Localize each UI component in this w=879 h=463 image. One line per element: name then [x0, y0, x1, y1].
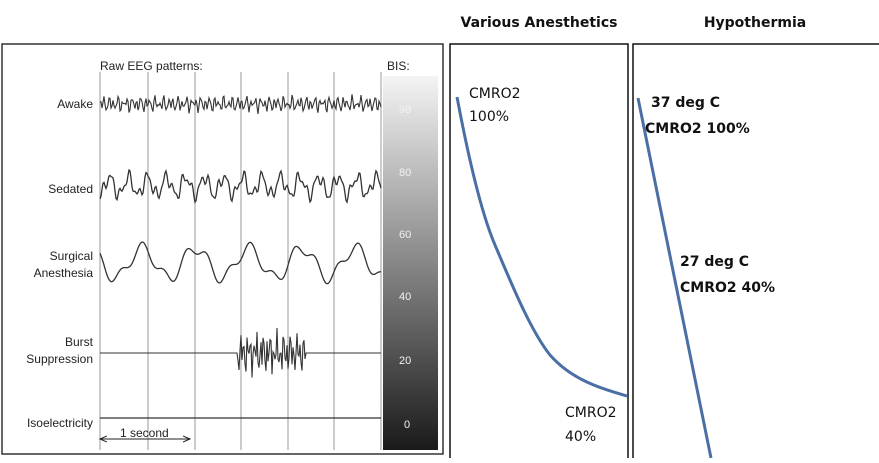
eeg-panel-frame [1, 43, 444, 455]
bis-header: BIS: [387, 59, 410, 73]
eeg-header: Raw EEG patterns: [100, 59, 203, 73]
hypothermia-mid-line1: 27 deg C [680, 254, 749, 270]
hypothermia-panel: Hypothermia 37 deg C CMRO2 100% 27 deg C… [632, 15, 879, 460]
hypothermia-mid-line2: CMRO2 40% [680, 280, 775, 296]
bis-tick-80: 80 [399, 167, 411, 179]
hypothermia-cmro2-line [636, 97, 713, 459]
bis-tick-98: 98 [399, 104, 411, 116]
eeg-trace-awake [99, 94, 382, 114]
anesthetics-title: Various Anesthetics [461, 15, 618, 31]
eeg-trace-sedated [99, 168, 382, 204]
row-label-awake: Awake [57, 97, 93, 111]
eeg-trace-surgical [99, 241, 382, 285]
bis-tick-20: 20 [399, 355, 411, 367]
hypothermia-start-line2: CMRO2 100% [645, 121, 750, 137]
one-second-scale-label: 1 second [120, 426, 169, 440]
bis-tick-40: 40 [399, 291, 411, 303]
row-label-surgical-2: Anesthesia [34, 266, 94, 280]
hypothermia-panel-frame [632, 43, 879, 460]
hypothermia-title: Hypothermia [704, 15, 806, 31]
bis-tick-0: 0 [404, 419, 410, 431]
anesthetics-panel: Various Anesthetics CMRO2 100% CMRO2 40% [449, 15, 629, 463]
row-label-burst-2: Suppression [26, 352, 93, 366]
row-label-sedated: Sedated [48, 182, 93, 196]
bis-gradient-bar [383, 76, 438, 450]
row-label-surgical-1: Surgical [50, 249, 93, 263]
anesthetics-end-line2: 40% [565, 429, 596, 445]
row-label-isoelectric: Isoelectricity [27, 416, 93, 430]
eeg-time-gridlines [99, 72, 382, 450]
anesthetics-start-line1: CMRO2 [469, 86, 521, 102]
eeg-panel: Raw EEG patterns: BIS: Awake Sedated Sur… [1, 43, 444, 455]
anesthetics-end-line1: CMRO2 [565, 405, 617, 421]
anesthetics-cmro2-curve [455, 96, 628, 398]
anesthetics-start-line2: 100% [469, 109, 509, 125]
row-label-burst-1: Burst [65, 335, 94, 349]
eeg-trace-burst [100, 327, 381, 378]
anesthetics-panel-frame [449, 43, 629, 463]
bis-tick-60: 60 [399, 229, 411, 241]
hypothermia-start-line1: 37 deg C [651, 95, 720, 111]
